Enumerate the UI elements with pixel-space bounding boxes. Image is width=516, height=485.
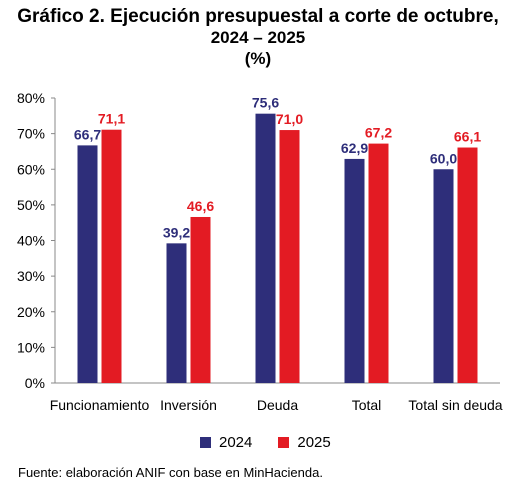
x-tick-label: Inversión [160,397,217,413]
y-tick-label: 80% [17,90,45,106]
data-label-2025: 71,0 [276,111,303,127]
y-tick-label: 40% [17,233,45,249]
y-tick-label: 10% [17,339,45,355]
x-tick-label: Total sin deuda [408,397,502,413]
source-note: Fuente: elaboración ANIF con base en Min… [18,465,323,480]
bar-2025 [368,143,389,383]
data-label-2025: 46,6 [187,198,214,214]
bar-2024 [344,158,365,383]
data-label-2024: 75,6 [252,95,279,111]
bar-2025 [190,216,211,383]
bar-2024 [77,145,98,383]
y-tick-label: 0% [25,375,45,391]
chart-legend: 2024 2025 [200,434,331,451]
legend-label-2025: 2025 [297,434,331,451]
legend-swatch-2024 [200,437,211,448]
y-tick-label: 70% [17,126,45,142]
legend-label-2024: 2024 [219,434,253,451]
y-tick-label: 50% [17,197,45,213]
x-tick-label: Funcionamiento [50,397,150,413]
x-tick-label: Deuda [257,397,298,413]
data-label-2025: 67,2 [365,125,392,141]
data-label-2024: 66,7 [74,126,101,142]
legend-item-2024: 2024 [200,434,252,451]
chart-title-line3: (%) [244,49,272,68]
data-label-2024: 39,2 [163,224,190,240]
chart-title: Gráfico 2. Ejecución presupuestal a cort… [0,6,516,69]
bar-2024 [433,169,454,383]
x-tick-label: Total [352,397,382,413]
data-label-2025: 71,1 [98,111,125,127]
y-tick-label: 30% [17,268,45,284]
bar-2025 [101,129,122,383]
legend-swatch-2025 [278,437,290,448]
bar-2025 [279,130,300,383]
chart-title-line2: 2024 – 2025 [210,28,306,47]
legend-item-2025: 2025 [278,434,331,451]
y-tick-label: 20% [17,304,45,320]
data-label-2024: 60,0 [430,150,457,166]
chart-title-line1: Gráfico 2. Ejecución presupuestal a cort… [17,6,499,27]
bar-2024 [255,113,276,384]
bar-2025 [457,147,478,383]
bar-2024 [166,243,187,383]
data-label-2024: 62,9 [341,140,368,156]
y-tick-label: 60% [17,161,45,177]
data-label-2025: 66,1 [454,129,481,145]
